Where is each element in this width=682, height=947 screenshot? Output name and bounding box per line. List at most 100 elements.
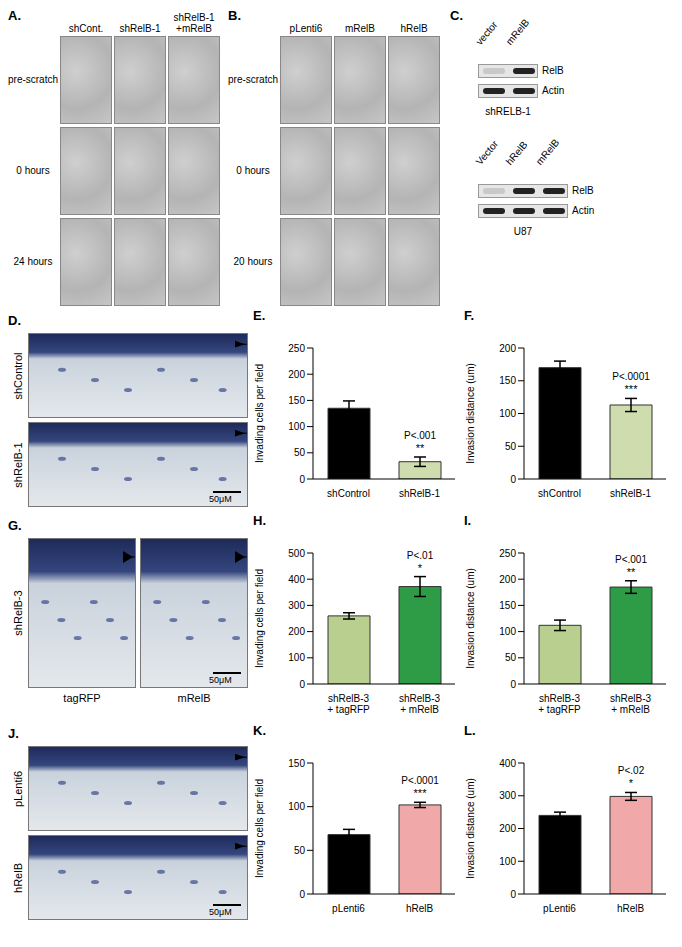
svg-text:150: 150 bbox=[288, 395, 305, 406]
html-text:RelB: RelB bbox=[542, 65, 564, 76]
html-text:H.: H. bbox=[253, 513, 266, 528]
html-text:Actin: Actin bbox=[572, 205, 595, 216]
html-text:24 hours: 24 hours bbox=[13, 256, 53, 267]
svg-text:Invading cells per field: Invading cells per field bbox=[254, 364, 265, 463]
html-text:B.: B. bbox=[228, 8, 241, 23]
svg-text:150: 150 bbox=[499, 375, 516, 386]
svg-text:shControl: shControl bbox=[327, 488, 370, 499]
svg-text:Invading cells per field: Invading cells per field bbox=[254, 779, 265, 878]
svg-text:0: 0 bbox=[510, 474, 516, 485]
svg-text:400: 400 bbox=[288, 574, 305, 585]
html-text:pre-scratch: pre-scratch bbox=[8, 74, 58, 85]
html-text:shRelB-1 +mRelB: shRelB-1 +mRelB bbox=[173, 12, 215, 34]
svg-text:P<.001: P<.001 bbox=[404, 430, 436, 441]
svg-text:shControl: shControl bbox=[538, 488, 581, 499]
html-text:pLenti6: pLenti6 bbox=[12, 770, 24, 807]
svg-text:150: 150 bbox=[499, 600, 516, 611]
svg-text:200: 200 bbox=[499, 823, 516, 834]
svg-text:100: 100 bbox=[499, 626, 516, 637]
html-text:D.: D. bbox=[8, 313, 21, 328]
html-text:shRELB-1: shRELB-1 bbox=[485, 106, 531, 117]
svg-text:P<.0001: P<.0001 bbox=[612, 371, 650, 382]
svg-text:200: 200 bbox=[288, 626, 305, 637]
html-text:E.: E. bbox=[253, 308, 266, 323]
svg-text:300: 300 bbox=[288, 600, 305, 611]
html-text:pLenti6: pLenti6 bbox=[289, 23, 323, 34]
html-text:mRelB: mRelB bbox=[177, 692, 211, 704]
svg-text:shRelB-1: shRelB-1 bbox=[610, 488, 652, 499]
svg-text:Invasion distance (um): Invasion distance (um) bbox=[465, 568, 476, 669]
svg-text:P<.01: P<.01 bbox=[407, 550, 434, 561]
svg-text:100: 100 bbox=[499, 856, 516, 867]
svg-text:0: 0 bbox=[510, 889, 516, 900]
svg-text:pLenti6: pLenti6 bbox=[543, 903, 576, 914]
svg-text:50: 50 bbox=[294, 845, 306, 856]
svg-text:0: 0 bbox=[510, 679, 516, 690]
svg-text:100: 100 bbox=[288, 421, 305, 432]
html-text:mRelB: mRelB bbox=[345, 23, 375, 34]
svg-text:*: * bbox=[418, 562, 423, 574]
svg-text:hRelB: hRelB bbox=[617, 903, 645, 914]
html-text:L.: L. bbox=[464, 723, 476, 738]
svg-text:Invasion distance (um): Invasion distance (um) bbox=[465, 363, 476, 464]
svg-text:400: 400 bbox=[499, 758, 516, 769]
svg-text:**: ** bbox=[627, 566, 636, 578]
svg-text:shRelB-3+ mRelB: shRelB-3+ mRelB bbox=[610, 693, 652, 715]
html-text:A.: A. bbox=[8, 8, 21, 23]
html-text:shRelB-1: shRelB-1 bbox=[119, 23, 161, 34]
html-text:shRelB-1: shRelB-1 bbox=[12, 441, 24, 488]
svg-text:200: 200 bbox=[499, 343, 516, 354]
html-text:hRelB: hRelB bbox=[400, 23, 428, 34]
svg-text:300: 300 bbox=[499, 790, 516, 801]
svg-text:0: 0 bbox=[299, 889, 305, 900]
svg-text:200: 200 bbox=[288, 369, 305, 380]
html-text:20 hours: 20 hours bbox=[233, 256, 273, 267]
html-text:mRelB: mRelB bbox=[503, 16, 532, 47]
svg-text:Invasion distance (um): Invasion distance (um) bbox=[465, 778, 476, 879]
html-text:0 hours: 0 hours bbox=[16, 165, 50, 176]
html-text:shCont.: shCont. bbox=[68, 23, 104, 34]
svg-text:*: * bbox=[629, 777, 634, 789]
svg-text:0: 0 bbox=[299, 474, 305, 485]
svg-text:50: 50 bbox=[505, 441, 517, 452]
html-text:Vector: Vector bbox=[473, 138, 501, 167]
html-text:RelB: RelB bbox=[572, 185, 594, 196]
svg-text:100: 100 bbox=[288, 801, 305, 812]
html-text:tagRFP: tagRFP bbox=[63, 692, 101, 704]
svg-text:250: 250 bbox=[288, 343, 305, 354]
html-text:C.: C. bbox=[450, 8, 463, 23]
html-text:G.: G. bbox=[8, 518, 22, 533]
html-text:vector: vector bbox=[473, 19, 500, 47]
svg-text:250: 250 bbox=[499, 548, 516, 559]
svg-text:P<.02: P<.02 bbox=[618, 765, 645, 776]
html-text:mRelB: mRelB bbox=[533, 136, 562, 167]
svg-text:shRelB-3+ tagRFP: shRelB-3+ tagRFP bbox=[327, 693, 370, 715]
html-text:Actin: Actin bbox=[542, 85, 565, 96]
html-text:hRelB: hRelB bbox=[12, 862, 24, 893]
html-text:pre-scratch: pre-scratch bbox=[228, 74, 278, 85]
svg-text:50: 50 bbox=[505, 652, 517, 663]
svg-text:hRelB: hRelB bbox=[406, 903, 434, 914]
svg-text:100: 100 bbox=[499, 408, 516, 419]
html-text:hRelB: hRelB bbox=[503, 139, 530, 167]
svg-text:0: 0 bbox=[299, 679, 305, 690]
svg-text:shRelB-3+ tagRFP: shRelB-3+ tagRFP bbox=[538, 693, 581, 715]
svg-text:***: *** bbox=[625, 383, 639, 395]
svg-text:P<.001: P<.001 bbox=[615, 554, 647, 565]
svg-text:**: ** bbox=[416, 442, 425, 454]
svg-text:shRelB-3+ mRelB: shRelB-3+ mRelB bbox=[399, 693, 441, 715]
svg-text:pLenti6: pLenti6 bbox=[332, 903, 365, 914]
svg-text:200: 200 bbox=[499, 574, 516, 585]
svg-text:500: 500 bbox=[288, 548, 305, 559]
html-text:shControl: shControl bbox=[12, 352, 24, 399]
svg-text:***: *** bbox=[414, 787, 428, 799]
html-text:shRelB-3: shRelB-3 bbox=[12, 590, 24, 636]
svg-text:P<.0001: P<.0001 bbox=[401, 775, 439, 786]
svg-text:shRelB-1: shRelB-1 bbox=[399, 488, 441, 499]
html-text:0 hours: 0 hours bbox=[236, 165, 270, 176]
svg-text:150: 150 bbox=[288, 758, 305, 769]
svg-text:50: 50 bbox=[294, 447, 306, 458]
svg-text:Invading cells per field: Invading cells per field bbox=[254, 569, 265, 668]
html-text:K.: K. bbox=[253, 723, 266, 738]
svg-text:100: 100 bbox=[288, 652, 305, 663]
